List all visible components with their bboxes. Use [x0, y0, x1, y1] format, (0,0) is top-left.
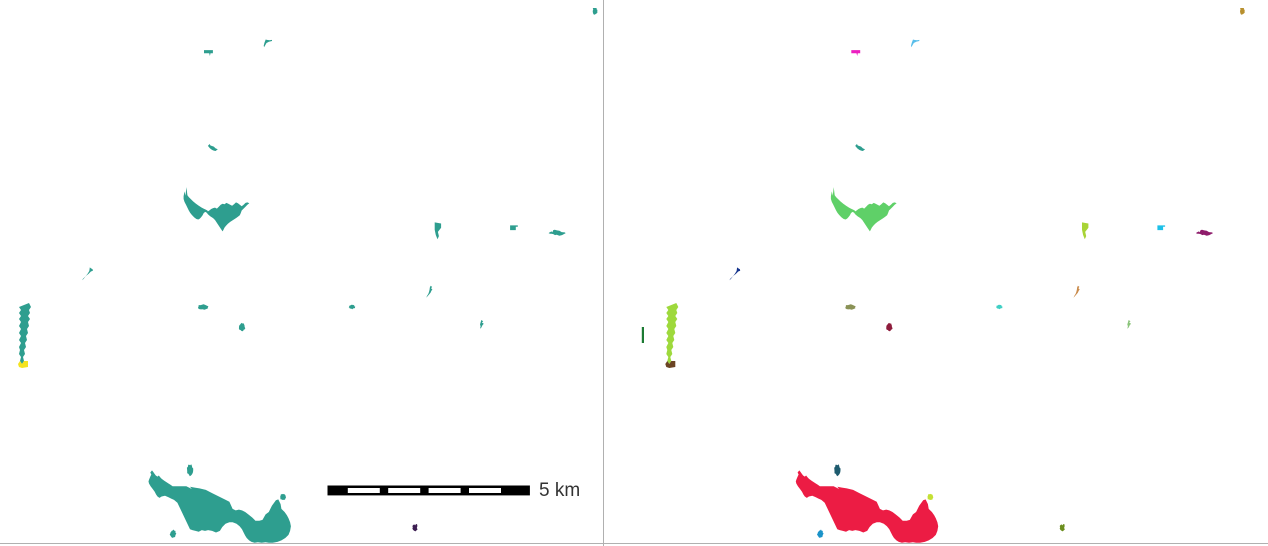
svg-text:5 km: 5 km [539, 480, 580, 501]
